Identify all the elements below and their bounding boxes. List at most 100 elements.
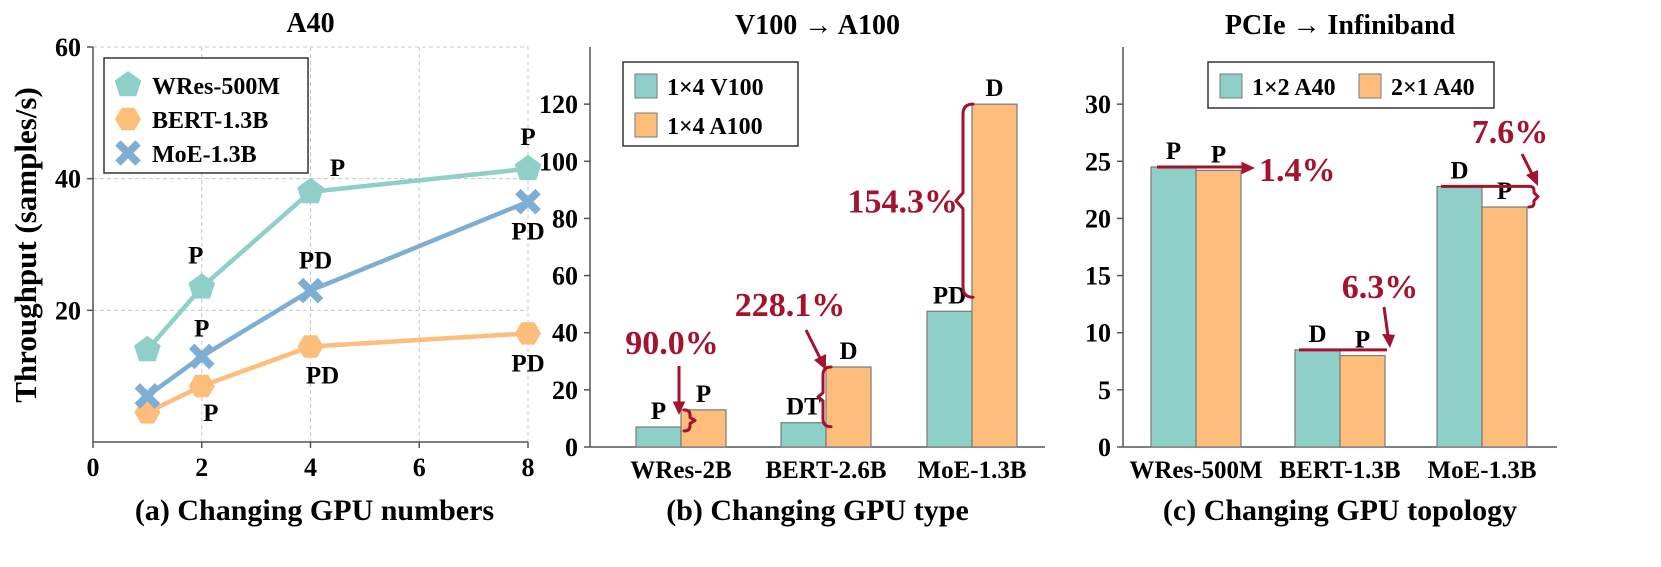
chart-title: A40 <box>286 8 334 39</box>
series-line-WRes-500M <box>145 166 529 352</box>
bar-1×4 V100 <box>635 426 682 448</box>
data-point-WRes-500M <box>514 154 542 181</box>
annotation-arrow <box>1382 306 1390 337</box>
panel-a-gpu-numbers: A40 0 2 4 6 8 20 40 60 P P P P PD PD P PD PD WRes-500M BERT… <box>55 8 545 527</box>
point-label: P <box>520 124 535 151</box>
y-tick-label: 15 <box>1085 262 1111 291</box>
annotation-arrow <box>1520 153 1534 175</box>
bar-2×1 A40 <box>1339 354 1386 448</box>
y-tick-label: 40 <box>552 319 578 348</box>
x-tick-label: 8 <box>522 453 535 482</box>
point-label: PD <box>511 350 544 377</box>
bar-label: D <box>1450 157 1468 184</box>
annotation-arrowhead <box>672 401 686 415</box>
y-tick-label: 0 <box>1098 433 1111 462</box>
legend-swatch-2×1 A40 <box>1358 73 1382 99</box>
legend: 1×4 V100 1×4 A100 <box>622 61 799 147</box>
legend-label: 1×4 V100 <box>667 75 764 101</box>
legend-label: 1×4 A100 <box>667 114 763 140</box>
annotation-text: 6.3% <box>1342 269 1419 306</box>
bar-label: PD <box>933 282 966 309</box>
data-point-WRes-500M <box>297 177 324 204</box>
legend-swatch-1×4 V100 <box>634 73 658 99</box>
x-category-label: WRes-2B <box>630 457 731 484</box>
data-point-WRes-500M <box>188 273 216 299</box>
x-tick-label: 4 <box>304 453 317 482</box>
bar-label: D <box>839 338 857 365</box>
annotation-arrowhead <box>814 354 826 370</box>
legend-label: MoE-1.3B <box>152 142 257 168</box>
point-label: PD <box>511 219 544 246</box>
annotation-brace <box>954 102 975 299</box>
data-point-MoE-1.3B <box>297 277 324 304</box>
bar-label: D <box>985 75 1003 102</box>
bar-1×4 A100 <box>825 366 872 448</box>
bar-2×1 A40 <box>1195 169 1242 448</box>
bar-1×2 A40 <box>1150 166 1197 448</box>
y-tick-label: 25 <box>1085 147 1111 176</box>
y-tick-label: 80 <box>552 204 578 233</box>
data-point-MoE-1.3B <box>515 188 541 215</box>
series-line-MoE-1.3B <box>146 199 529 398</box>
y-axis-label: Throughput (samples/s) <box>8 87 43 403</box>
annotation-text: 154.3% <box>848 184 959 221</box>
y-tick-label: 60 <box>552 262 578 291</box>
bar-2×1 A40 <box>1481 206 1528 448</box>
data-point-WRes-500M <box>134 335 161 362</box>
point-label: P <box>330 155 345 182</box>
y-tick-label: 0 <box>565 433 578 462</box>
annotation-text: 1.4% <box>1259 152 1336 189</box>
y-tick-label: 100 <box>539 147 578 176</box>
y-tick-label: 60 <box>55 33 81 62</box>
annotation-text: 90.0% <box>625 325 719 362</box>
data-point-MoE-1.3B <box>134 383 161 409</box>
annotation-text: 228.1% <box>735 287 846 324</box>
x-tick-label: 6 <box>413 453 426 482</box>
x-category-label: WRes-500M <box>1129 457 1262 484</box>
bar-1×4 A100 <box>971 103 1018 448</box>
y-tick-label: 30 <box>1085 90 1111 119</box>
legend-swatch-1×4 A100 <box>634 112 658 138</box>
bar-1×4 V100 <box>926 310 973 448</box>
point-label: PD <box>299 248 332 275</box>
bar-1×4 V100 <box>780 422 827 448</box>
legend-marker-BERT-1.3B <box>115 107 141 131</box>
data-point-MoE-1.3B <box>188 343 215 370</box>
bar-label: P <box>1497 178 1512 205</box>
bar-label: P <box>696 381 711 408</box>
legend-label: 1×2 A40 <box>1252 75 1336 101</box>
legend-frame <box>1207 61 1495 109</box>
bar-label: DT <box>786 394 821 421</box>
annotation-arrowhead <box>1382 333 1395 348</box>
y-tick-label: 20 <box>552 376 578 405</box>
annotation-arrowhead <box>1241 161 1255 175</box>
legend: WRes-500M BERT-1.3B MoE-1.3B <box>103 57 309 174</box>
y-tick-label: 40 <box>55 165 81 194</box>
legend-marker-WRes-500M <box>114 71 142 97</box>
annotation-arrowhead <box>1526 170 1538 186</box>
annotation-text: 7.6% <box>1472 114 1549 151</box>
data-point-BERT-1.3B <box>515 322 541 345</box>
panel-b-gpu-type: V100 → A100 0 20 40 60 80 100 120 WRes-2B BERT-2.… <box>539 10 1045 527</box>
y-tick-label: 10 <box>1085 319 1111 348</box>
legend-label: WRes-500M <box>152 74 280 100</box>
y-tick-label: 20 <box>55 296 81 325</box>
data-point-BERT-1.3B <box>188 374 215 398</box>
panel-caption: (c) Changing GPU topology <box>1163 494 1517 527</box>
y-tick-label: 120 <box>539 90 578 119</box>
bar-1×2 A40 <box>1436 185 1483 448</box>
point-label: P <box>188 242 203 269</box>
bar-label: P <box>1166 138 1181 165</box>
bar-label: P <box>1211 141 1226 168</box>
panel-c-gpu-topology: PCIe → Infiniband 0 5 10 15 20 25 30 WRes-500M BE… <box>1085 10 1557 527</box>
chart-title: PCIe → Infiniband <box>1225 10 1456 41</box>
x-category-label: BERT-1.3B <box>1279 457 1400 484</box>
legend-label: 2×1 A40 <box>1391 75 1475 101</box>
annotation-brace <box>816 365 833 429</box>
panel-caption: (a) Changing GPU numbers <box>135 494 494 527</box>
legend-label: BERT-1.3B <box>152 108 268 134</box>
bar-label: P <box>1355 327 1370 354</box>
annotation-arrow <box>804 329 822 359</box>
x-tick-label: 0 <box>87 453 100 482</box>
